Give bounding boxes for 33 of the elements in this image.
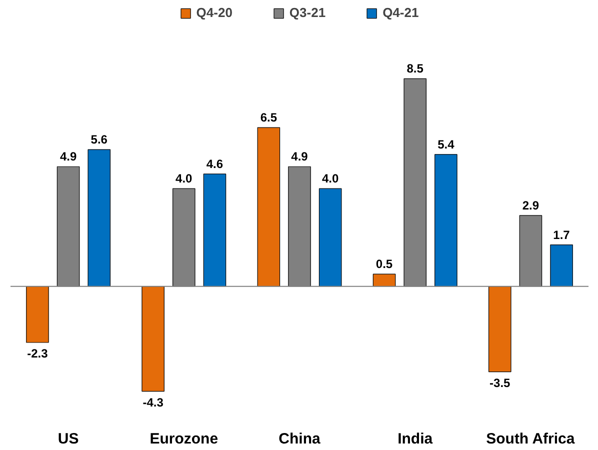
bar xyxy=(550,244,573,287)
data-label: 5.6 xyxy=(90,132,108,147)
legend-label: Q4-20 xyxy=(196,5,232,20)
data-label: -2.3 xyxy=(27,346,48,360)
bar xyxy=(488,286,512,372)
data-label: 4.0 xyxy=(322,172,339,186)
data-label: 4.9 xyxy=(291,150,308,164)
bar xyxy=(88,149,111,287)
data-label: -3.5 xyxy=(490,376,511,390)
bar xyxy=(26,286,49,343)
data-label: 8.5 xyxy=(406,62,424,76)
data-label: 6.5 xyxy=(260,110,278,125)
data-label: 4.6 xyxy=(206,156,224,171)
data-label: 2.9 xyxy=(522,198,540,212)
x-tick-label: Eurozone xyxy=(150,430,218,448)
bar xyxy=(318,188,342,287)
legend-label: Q3-21 xyxy=(289,5,326,20)
data-label: 0.5 xyxy=(376,257,393,272)
bar xyxy=(257,127,280,287)
x-tick-label: China xyxy=(278,430,321,448)
x-tick-label: US xyxy=(58,430,79,448)
data-label: 5.4 xyxy=(438,137,455,152)
bar xyxy=(434,154,458,287)
legend-label: Q4-21 xyxy=(382,5,419,20)
bar xyxy=(203,174,226,287)
data-label: 1.7 xyxy=(553,228,570,242)
data-label: 4.9 xyxy=(60,150,77,164)
bar xyxy=(142,286,164,392)
bar xyxy=(372,274,396,287)
data-label: -4.3 xyxy=(142,395,164,410)
x-tick-label: South Africa xyxy=(486,430,576,448)
data-label: 4.0 xyxy=(176,172,193,186)
x-tick-label: India xyxy=(398,430,434,448)
